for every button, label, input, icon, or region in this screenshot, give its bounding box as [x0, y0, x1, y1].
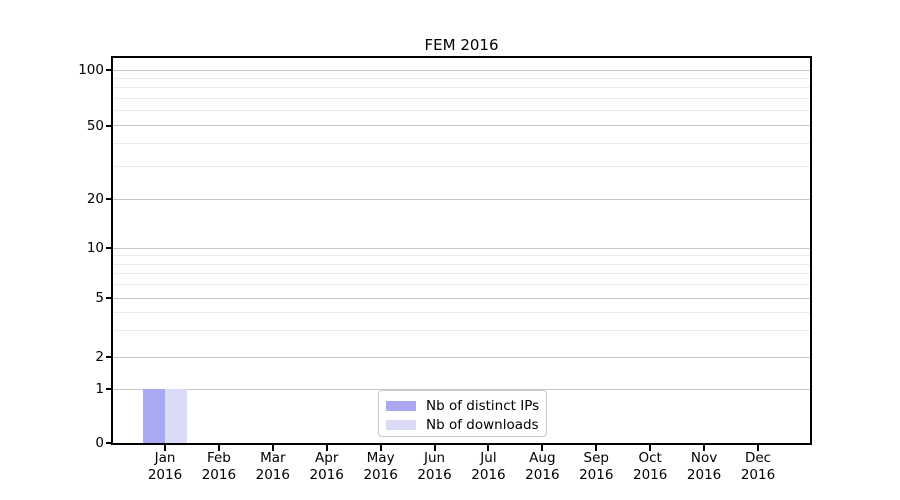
x-axis-tick-label: Mar 2016 — [238, 450, 308, 484]
legend-label-distinct-ips: Nb of distinct IPs — [426, 397, 540, 414]
x-axis-tick — [164, 445, 166, 451]
x-tick-year: 2016 — [471, 467, 506, 483]
x-tick-month: Aug — [529, 450, 556, 466]
bar-downloads — [165, 389, 188, 443]
gridline-minor — [113, 98, 810, 100]
x-tick-year: 2016 — [201, 467, 237, 483]
legend-label-downloads: Nb of downloads — [426, 416, 539, 433]
legend-swatch-downloads — [386, 419, 416, 430]
y-axis-tick-label: 100 — [78, 62, 104, 78]
gridline-minor — [113, 284, 810, 286]
x-axis-tick — [379, 445, 382, 451]
x-axis-tick — [487, 445, 490, 451]
y-axis-tick-label: 2 — [95, 349, 104, 365]
y-axis-tick — [106, 442, 113, 444]
y-axis-tick-label: 0 — [95, 435, 104, 451]
legend-swatch-distinct-ips — [386, 400, 416, 411]
x-axis-tick-label: Sep 2016 — [561, 450, 631, 484]
x-tick-year: 2016 — [740, 467, 776, 483]
x-tick-month: Feb — [206, 450, 231, 466]
y-axis-tick — [106, 69, 113, 71]
gridline-minor — [113, 330, 810, 332]
gridline-minor — [113, 142, 810, 144]
gridline-minor — [113, 273, 810, 275]
bar-distinct-ips — [142, 389, 165, 443]
x-tick-year: 2016 — [417, 467, 452, 483]
y-axis-tick — [106, 297, 113, 299]
x-tick-month: Nov — [690, 450, 718, 466]
gridline-minor — [113, 165, 810, 167]
x-tick-year: 2016 — [147, 467, 183, 483]
gridline-major — [113, 125, 810, 126]
gridline-major — [113, 247, 810, 249]
x-axis-tick — [595, 445, 598, 451]
legend-item-distinct-ips: Nb of distinct IPs — [379, 396, 546, 415]
x-tick-year: 2016 — [632, 467, 668, 483]
y-axis-tick — [106, 247, 113, 249]
x-axis-tick — [703, 445, 706, 451]
gridline-major — [113, 69, 810, 71]
gridline-major — [113, 388, 810, 390]
x-tick-year: 2016 — [309, 467, 344, 483]
legend: Nb of distinct IPs Nb of downloads — [378, 390, 547, 437]
y-axis-tick — [106, 356, 113, 358]
x-tick-month: Apr — [315, 450, 339, 466]
plot-border — [111, 56, 812, 445]
x-axis-tick-label: Oct 2016 — [615, 450, 685, 484]
x-tick-year: 2016 — [579, 467, 614, 483]
gridline-minor — [113, 311, 810, 313]
x-tick-year: 2016 — [686, 467, 722, 483]
gridline-minor — [113, 77, 810, 79]
x-axis-tick — [649, 445, 652, 451]
x-axis-tick-label: May 2016 — [346, 450, 416, 484]
x-tick-month: Jan — [154, 450, 176, 466]
x-axis-tick — [757, 445, 759, 451]
legend-item-downloads: Nb of downloads — [379, 415, 546, 434]
y-axis-tick-label: 1 — [95, 381, 104, 397]
x-axis-tick-label: Dec 2016 — [723, 450, 793, 484]
x-axis-tick — [217, 445, 220, 451]
x-axis-tick — [271, 445, 274, 451]
x-axis-tick-label: Jan 2016 — [130, 450, 200, 484]
x-tick-month: Jul — [480, 450, 497, 466]
x-tick-month: Sep — [583, 450, 609, 466]
y-axis-tick-label: 50 — [86, 117, 104, 134]
chart-title: FEM 2016 — [424, 36, 499, 54]
x-axis-tick — [541, 445, 544, 451]
gridline-minor — [113, 87, 810, 89]
x-axis-tick-label: Jul 2016 — [453, 450, 523, 484]
gridline-major — [113, 198, 810, 200]
gridline-major — [113, 297, 810, 299]
y-axis-tick-label: 5 — [95, 290, 104, 306]
x-tick-month: Dec — [744, 450, 772, 466]
y-axis-tick — [106, 388, 113, 390]
y-axis-tick — [106, 124, 113, 127]
x-tick-month: Jun — [423, 450, 446, 466]
x-tick-year: 2016 — [525, 467, 560, 483]
x-tick-month: Mar — [260, 450, 286, 466]
y-axis-tick-label: 10 — [86, 240, 104, 256]
x-axis-tick-label: Nov 2016 — [669, 450, 739, 484]
x-tick-month: May — [366, 450, 395, 466]
gridline-major — [113, 356, 810, 358]
x-axis-tick-label: Feb 2016 — [184, 450, 254, 484]
x-axis-tick-label: Aug 2016 — [507, 450, 577, 484]
x-tick-month: Oct — [638, 450, 662, 466]
gridline-minor — [113, 110, 810, 112]
gridline-minor — [113, 263, 810, 265]
gridline-minor — [113, 255, 810, 257]
x-axis-tick — [433, 445, 436, 451]
x-tick-year: 2016 — [255, 467, 290, 483]
y-axis-tick-label: 20 — [86, 191, 104, 207]
x-axis-tick-label: Jun 2016 — [400, 450, 470, 484]
y-axis-tick — [106, 198, 113, 200]
x-axis-tick-label: Apr 2016 — [292, 450, 362, 484]
x-tick-year: 2016 — [363, 467, 398, 483]
x-axis-tick — [325, 445, 328, 451]
